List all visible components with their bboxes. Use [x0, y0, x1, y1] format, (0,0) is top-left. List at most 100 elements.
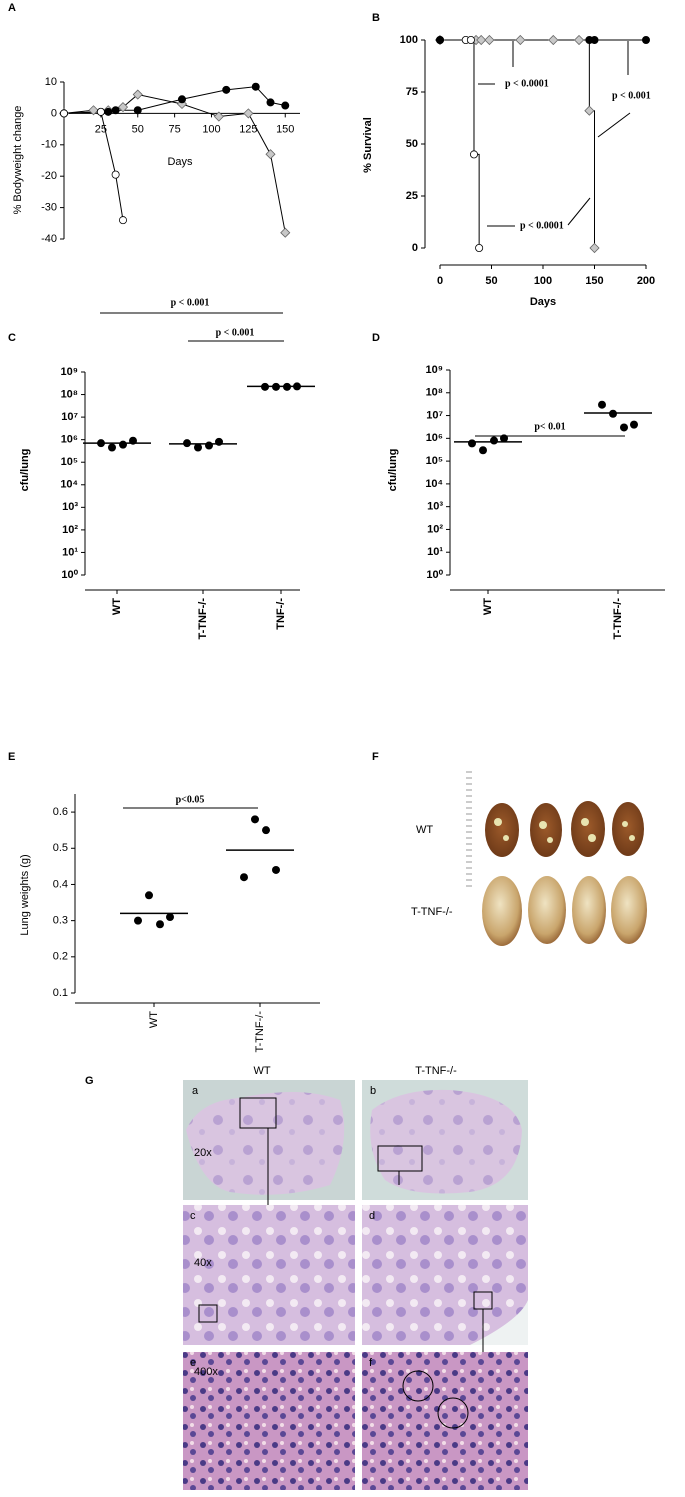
annotation: p < 0.001 — [612, 90, 651, 101]
data-point — [133, 106, 142, 115]
data-point — [117, 102, 129, 113]
x-tick-label: 50 — [132, 123, 144, 135]
y-axis-title: % Bodyweight change — [12, 106, 24, 215]
data-point — [183, 439, 191, 448]
y-axis-title: Lung weights (g) — [19, 854, 31, 935]
lung-photo — [466, 771, 647, 946]
data-point — [119, 440, 127, 449]
panel-label: C — [8, 332, 16, 344]
x-tick-label: 125 — [239, 123, 257, 135]
data-point — [129, 436, 137, 445]
y-tick-label: 10⁴ — [425, 478, 443, 490]
y-tick-label: 10 — [45, 76, 57, 88]
data-point — [251, 82, 260, 91]
y-tick-label: 10³ — [62, 501, 78, 513]
data-point — [281, 101, 290, 110]
data-point — [584, 105, 595, 116]
x-tick-label: WT — [111, 598, 123, 615]
annotation-lines — [478, 41, 631, 227]
data-point — [469, 150, 478, 159]
data-point — [240, 873, 248, 882]
data-point — [589, 242, 600, 254]
series-line — [63, 111, 124, 221]
x-tick-label: 75 — [169, 123, 181, 135]
subpanel-label: b — [370, 1085, 376, 1097]
x-tick-label: T-TNF-/- — [254, 1011, 266, 1053]
data-point — [468, 439, 476, 448]
row-label: 400x — [194, 1366, 218, 1378]
x-tick-label: 100 — [534, 275, 552, 287]
data-point — [573, 34, 585, 46]
x-tick-label: T-TNF-/- — [612, 598, 624, 640]
data-point — [590, 36, 599, 45]
panel-label: A — [8, 2, 16, 14]
data-point — [96, 107, 105, 116]
x-tick-label: WT — [482, 598, 494, 615]
data-point — [97, 439, 105, 448]
data-point — [280, 227, 291, 238]
x-tick-label: 150 — [585, 275, 603, 287]
y-tick-label: 10⁸ — [61, 388, 78, 400]
x-tick-label: 100 — [202, 123, 220, 135]
annotation: p < 0.0001 — [505, 78, 549, 89]
panel-label: D — [372, 332, 380, 344]
y-tick-label: 10⁰ — [426, 569, 443, 581]
x-tick-label: 0 — [437, 275, 443, 287]
data-point — [435, 36, 444, 45]
y-tick-label: 10⁴ — [60, 479, 78, 491]
x-axis-title: Days — [167, 156, 193, 168]
y-tick-label: 0.1 — [53, 987, 68, 999]
row-label: WT — [416, 824, 433, 836]
panel-label: E — [8, 751, 15, 763]
column-label: WT — [253, 1065, 270, 1077]
annotation: p < 0.001 — [171, 297, 210, 308]
y-tick-label: 10² — [62, 524, 78, 536]
y-tick-label: 10³ — [427, 501, 443, 513]
data-point — [475, 243, 484, 252]
data-point — [213, 111, 224, 122]
data-point — [479, 446, 487, 455]
column-label: T-TNF-/- — [415, 1065, 457, 1077]
data-point — [630, 420, 638, 429]
data-point — [119, 216, 128, 225]
data-point — [548, 34, 559, 46]
y-tick-label: 0.5 — [53, 842, 68, 854]
data-point — [60, 109, 69, 118]
y-tick-label: 0.6 — [53, 806, 68, 818]
subpanel-label: d — [369, 1210, 375, 1222]
data-point — [272, 382, 280, 391]
y-tick-label: -40 — [41, 233, 57, 245]
panel-label: B — [372, 12, 380, 24]
data-point — [88, 105, 99, 116]
y-tick-label: -10 — [41, 139, 57, 151]
data-point — [215, 437, 223, 446]
data-point — [283, 382, 291, 391]
x-tick-label: T-TNF-/- — [197, 598, 209, 640]
data-point — [222, 85, 231, 94]
y-tick-label: 0 — [51, 107, 57, 119]
data-point — [642, 36, 651, 45]
row-label: 40x — [194, 1257, 212, 1269]
y-tick-label: 10⁵ — [426, 455, 443, 467]
data-point — [293, 382, 301, 391]
y-tick-label: 10⁷ — [426, 409, 443, 421]
y-tick-label: 10⁹ — [61, 366, 78, 378]
data-point — [177, 95, 186, 104]
data-point — [609, 409, 617, 418]
y-tick-label: 10⁰ — [61, 569, 78, 581]
panel-label: F — [372, 751, 379, 763]
panel-label: G — [85, 1075, 94, 1087]
data-point — [134, 916, 142, 925]
data-point — [145, 891, 153, 900]
y-axis-title: % Survival — [362, 117, 374, 173]
y-tick-label: 50 — [406, 138, 418, 150]
data-point — [108, 443, 116, 452]
annotation: p< 0.01 — [534, 421, 565, 432]
subpanel-label: f — [369, 1357, 373, 1369]
y-tick-label: 10⁷ — [61, 411, 78, 423]
data-point — [251, 815, 259, 824]
annotation: p < 0.0001 — [520, 220, 564, 231]
data-point — [515, 34, 526, 46]
data-point — [111, 170, 120, 179]
